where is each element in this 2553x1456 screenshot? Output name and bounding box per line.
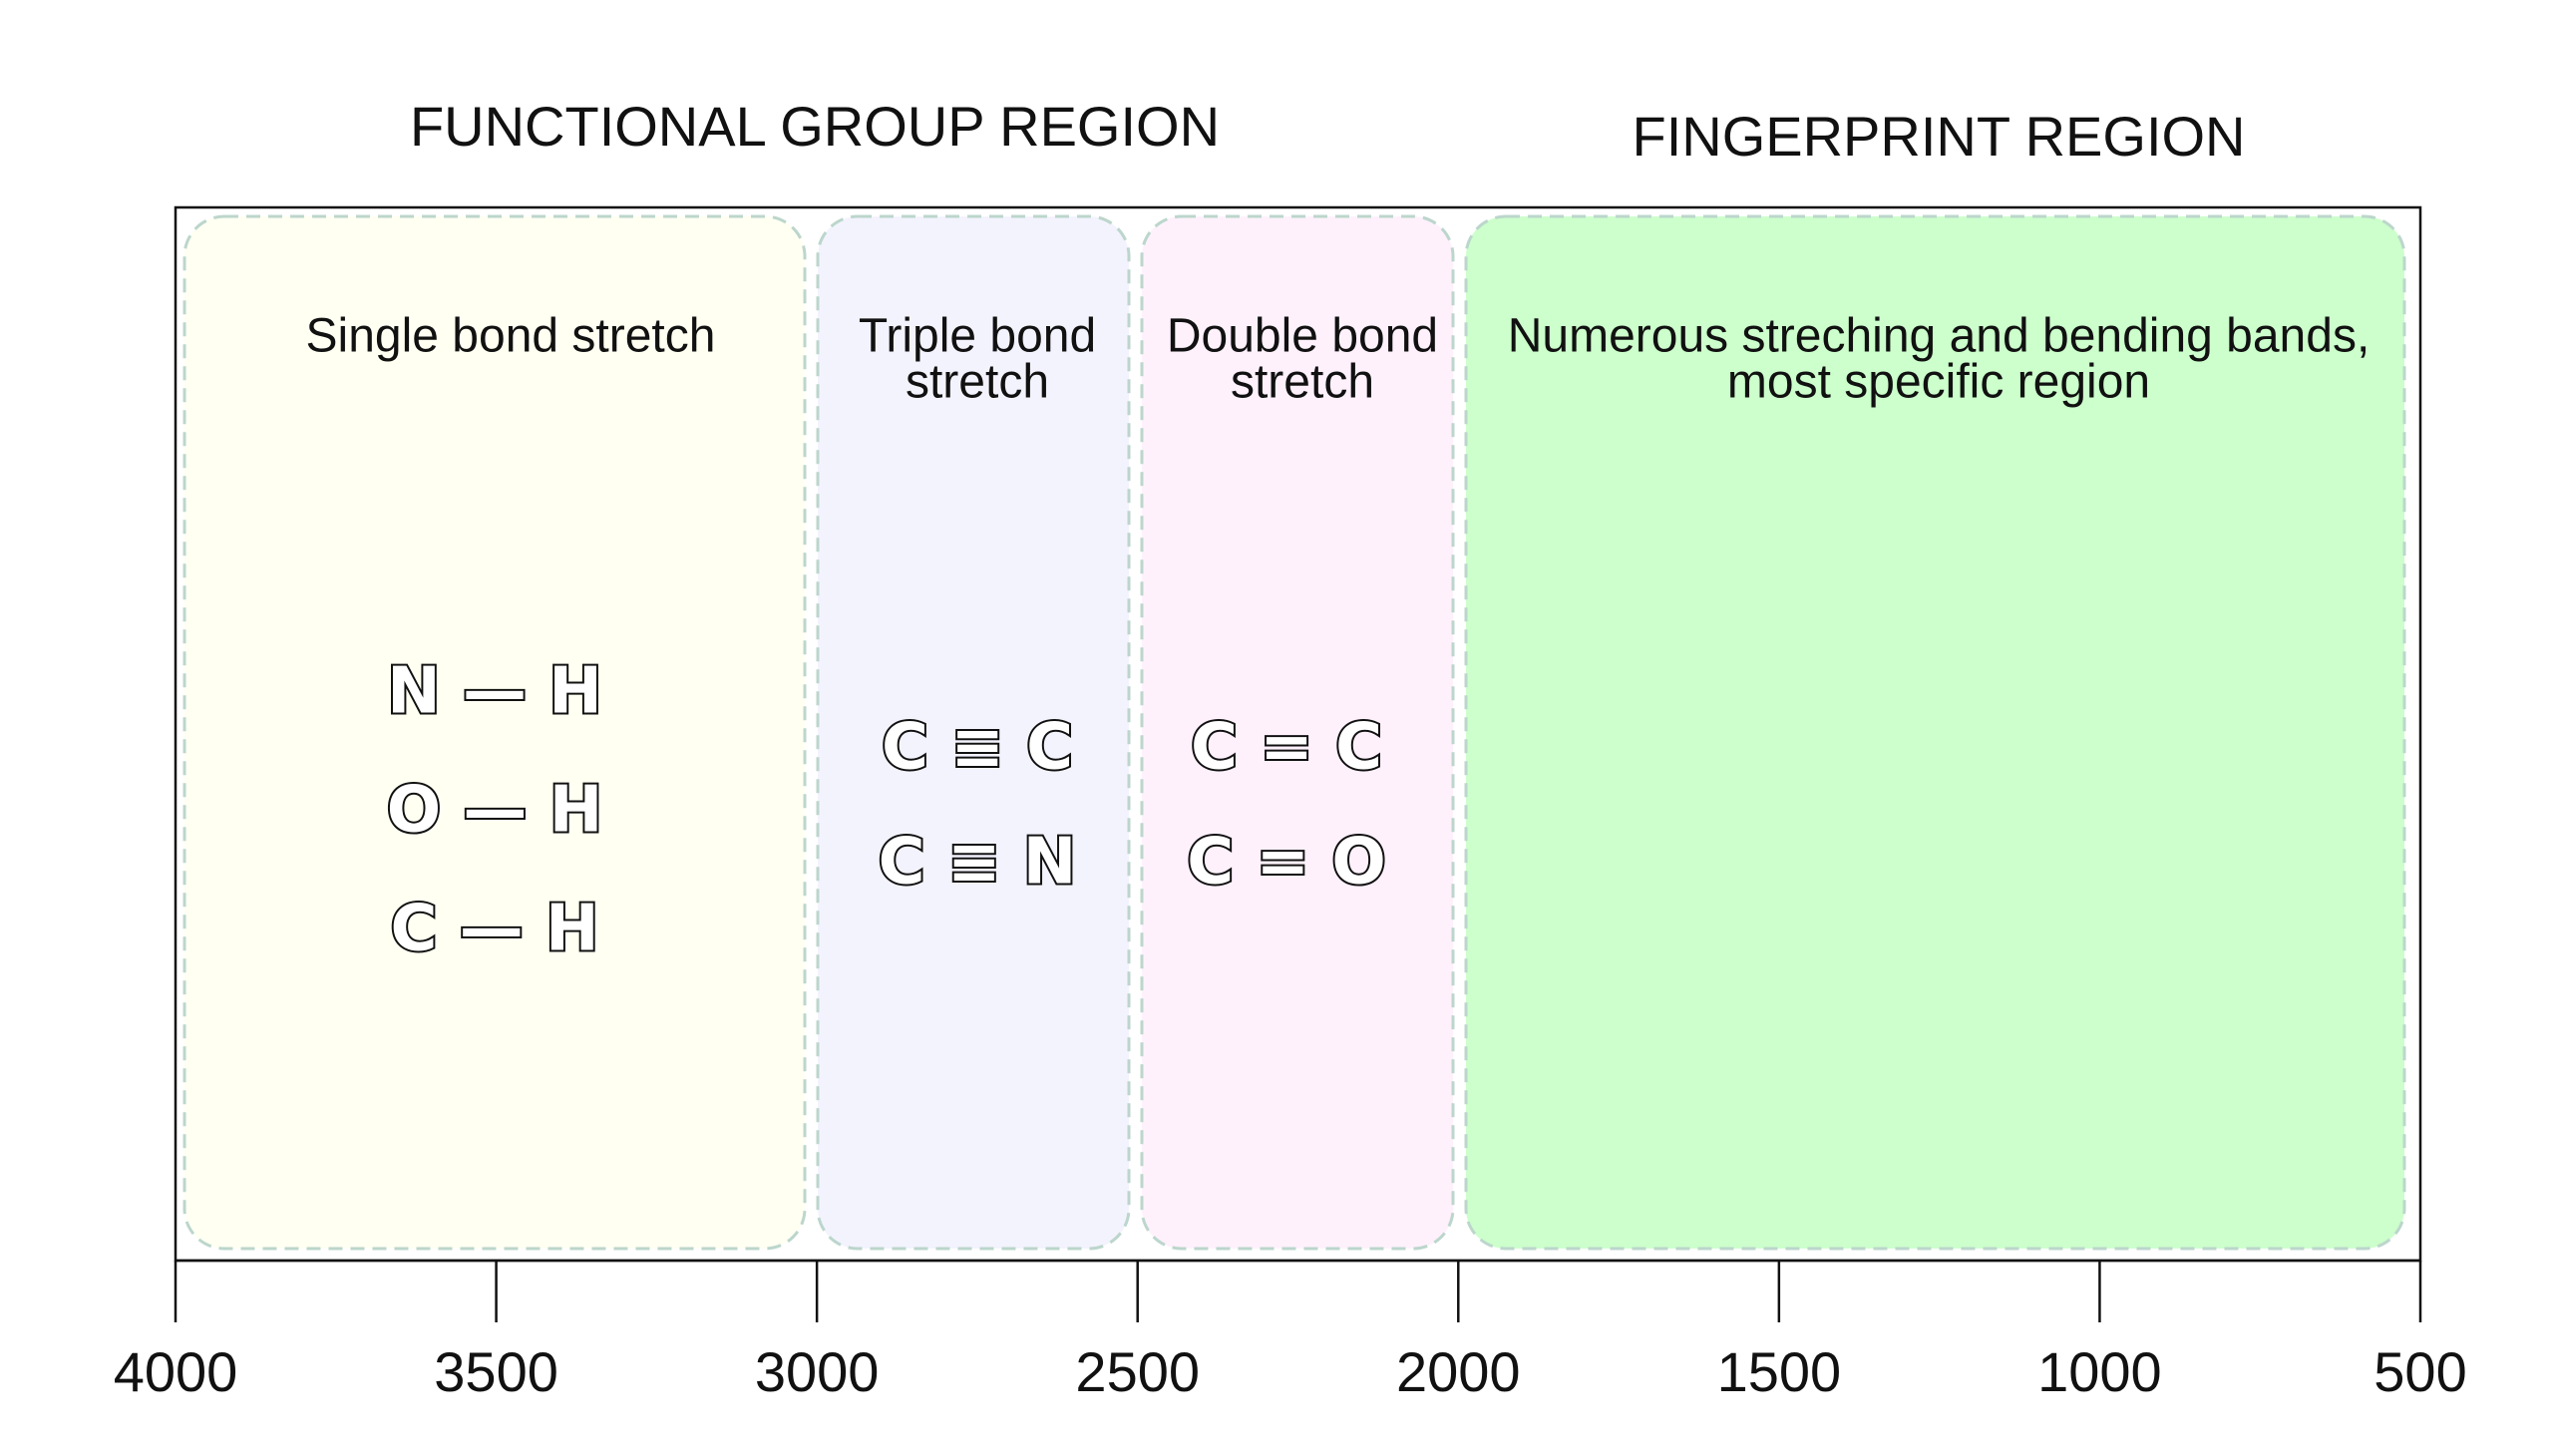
- bond: C ≡ C: [882, 711, 1073, 785]
- x-tick-label: 2500: [1075, 1340, 1200, 1403]
- bond: C — H: [390, 893, 598, 966]
- region-label: stretch: [1231, 356, 1374, 409]
- region-label: Single bond stretch: [306, 310, 716, 363]
- bond: C ≡ N: [879, 826, 1077, 900]
- bond: N — H: [387, 655, 602, 729]
- region: [1464, 214, 2406, 1251]
- bond: C = O: [1187, 826, 1386, 900]
- region: [1140, 214, 1455, 1251]
- x-tick-label: 3000: [755, 1340, 880, 1403]
- region-label: Triple bond: [859, 310, 1096, 363]
- x-tick-label: 1500: [1717, 1340, 1842, 1403]
- x-tick-label: 3500: [434, 1340, 558, 1403]
- region-label: most specific region: [1727, 356, 2150, 409]
- region: [816, 214, 1131, 1251]
- x-tick-label: 500: [2373, 1340, 2466, 1403]
- bond: C = C: [1191, 711, 1382, 785]
- region-label: Double bond: [1167, 310, 1438, 363]
- region: [182, 214, 807, 1251]
- x-tick-label: 2000: [1396, 1340, 1521, 1403]
- functional-title: FUNCTIONAL GROUP REGION: [410, 95, 1220, 158]
- bond: O — H: [387, 774, 603, 848]
- x-tick-label: 1000: [2037, 1340, 2162, 1403]
- fingerprint-title: FINGERPRINT REGION: [1632, 105, 2245, 168]
- region-label: stretch: [906, 356, 1049, 409]
- region-label: Numerous streching and bending bands,: [1508, 310, 2371, 363]
- x-tick-label: 4000: [114, 1340, 238, 1403]
